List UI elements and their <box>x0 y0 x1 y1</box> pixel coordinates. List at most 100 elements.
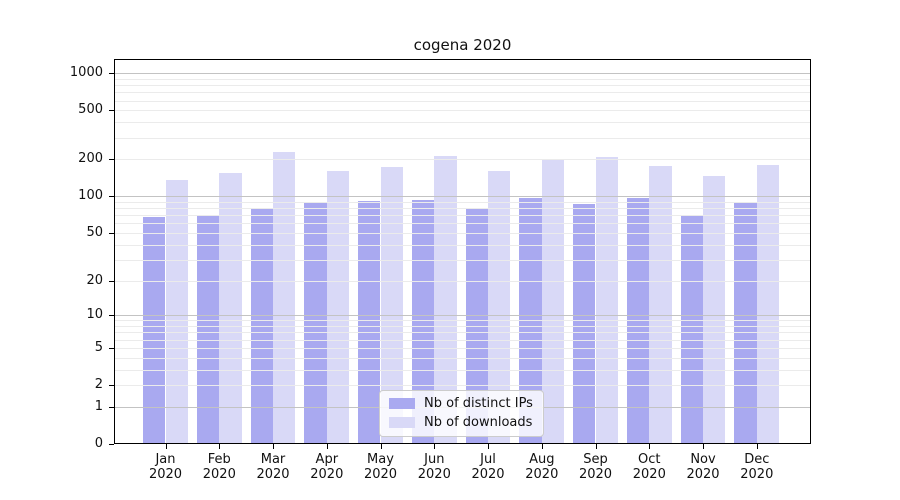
gridline-minor <box>114 110 811 112</box>
gridline-minor <box>114 339 811 341</box>
x-label-year: 2020 <box>148 467 183 482</box>
gridline-minor <box>114 385 811 386</box>
x-axis-tick-label: Oct 2020 <box>617 452 681 482</box>
x-label-month: Nov <box>690 452 716 467</box>
x-axis-tick <box>219 444 221 449</box>
x-axis-tick-label: Dec 2020 <box>725 452 789 482</box>
bar-downloads <box>703 176 726 444</box>
plot-area: Nb of distinct IPs Nb of downloads <box>114 59 811 444</box>
x-axis-tick-label: Sep 2020 <box>564 452 628 482</box>
x-label-year: 2020 <box>686 467 720 482</box>
y-axis-tick <box>109 347 114 349</box>
x-label-month: Feb <box>207 452 231 467</box>
bar-downloads <box>649 166 672 444</box>
bar-downloads <box>326 170 350 444</box>
x-axis-tick-label: Feb 2020 <box>187 452 251 482</box>
y-axis-tick-label: 20 <box>86 272 103 288</box>
y-axis-tick <box>109 315 114 317</box>
gridline-minor <box>114 332 811 334</box>
gridline-minor <box>114 201 811 203</box>
bar-downloads <box>488 171 511 444</box>
legend: Nb of distinct IPs Nb of downloads <box>379 390 544 437</box>
gridline-minor <box>114 357 811 359</box>
y-axis-tick-label: 10 <box>86 307 103 323</box>
x-axis-tick-label: Jan 2020 <box>134 452 198 482</box>
x-label-year: 2020 <box>310 467 344 482</box>
x-label-month: Aug <box>529 452 555 467</box>
x-axis-tick-label: Apr 2020 <box>295 452 359 482</box>
y-axis-tick <box>109 196 114 198</box>
x-label-month: May <box>367 452 394 467</box>
gridline-minor <box>114 100 811 102</box>
y-axis-tick-label: 50 <box>86 224 103 240</box>
x-axis-tick <box>326 444 328 449</box>
x-axis-tick <box>649 444 651 449</box>
gridline-minor <box>114 326 811 327</box>
x-axis-tick-label: Aug 2020 <box>510 452 574 482</box>
gridline-minor <box>114 92 811 94</box>
x-axis-tick-label: Jul 2020 <box>456 452 520 482</box>
x-axis-tick <box>434 444 436 449</box>
gridline-minor <box>114 122 811 124</box>
gridline-minor <box>114 347 811 349</box>
x-axis-tick <box>595 444 597 449</box>
bar-distinct-ips <box>358 201 381 444</box>
y-axis-tick <box>109 159 114 161</box>
bar-distinct-ips <box>734 201 757 444</box>
x-label-year: 2020 <box>363 467 398 482</box>
x-axis-tick-label: May 2020 <box>349 452 413 482</box>
x-axis-tick <box>165 444 167 449</box>
y-axis-tick <box>109 385 114 387</box>
bar-distinct-ips <box>196 215 220 444</box>
gridline-minor <box>114 137 811 139</box>
bar-downloads <box>756 164 780 444</box>
y-axis-tick-label: 100 <box>78 188 103 204</box>
gridline-minor <box>114 244 811 246</box>
x-axis-tick <box>756 444 758 449</box>
bar-distinct-ips <box>143 216 166 444</box>
gridline-minor <box>114 85 811 86</box>
x-label-month: Jun <box>424 452 445 467</box>
gridline-minor <box>114 280 811 282</box>
gridline-minor <box>114 320 811 322</box>
gridline-major <box>114 196 811 198</box>
y-axis-tick-label: 5 <box>94 339 103 355</box>
x-label-year: 2020 <box>632 467 666 482</box>
bar-downloads <box>219 172 242 444</box>
y-axis-tick-label: 1 <box>94 398 103 414</box>
x-label-month: Mar <box>260 452 286 467</box>
bar-distinct-ips <box>573 204 596 444</box>
gridline-minor <box>114 223 811 225</box>
x-label-month: Sep <box>583 452 608 467</box>
y-axis-tick <box>109 232 114 235</box>
gridline-minor <box>114 208 811 210</box>
y-axis-tick-label: 500 <box>78 102 103 118</box>
y-axis-tick-label: 2 <box>94 377 103 392</box>
gridline-minor <box>114 159 811 161</box>
legend-label-downloads: Nb of downloads <box>424 415 533 430</box>
x-axis-tick <box>273 444 275 449</box>
gridline-major <box>114 315 811 317</box>
x-label-month: Apr <box>315 452 339 467</box>
gridline-minor <box>114 232 811 234</box>
x-axis-tick-label: Nov 2020 <box>671 452 735 482</box>
gridline-minor <box>114 78 811 80</box>
x-label-year: 2020 <box>525 467 559 482</box>
bar-downloads <box>273 151 296 444</box>
y-axis-tick <box>109 444 114 446</box>
chart-title: cogena 2020 <box>413 36 512 54</box>
x-axis-tick <box>703 444 705 449</box>
x-label-year: 2020 <box>417 467 451 482</box>
y-axis-tick <box>109 110 114 112</box>
bar-downloads <box>434 155 457 444</box>
x-label-year: 2020 <box>740 467 774 482</box>
bar-downloads <box>595 157 618 444</box>
legend-swatch-downloads <box>389 417 415 428</box>
x-axis-tick <box>488 444 490 449</box>
y-axis-tick <box>109 280 114 282</box>
gridline-minor <box>114 259 811 261</box>
x-label-month: Jan <box>155 452 176 467</box>
x-axis-tick <box>541 444 543 449</box>
x-axis-tick-label: Mar 2020 <box>241 452 305 482</box>
